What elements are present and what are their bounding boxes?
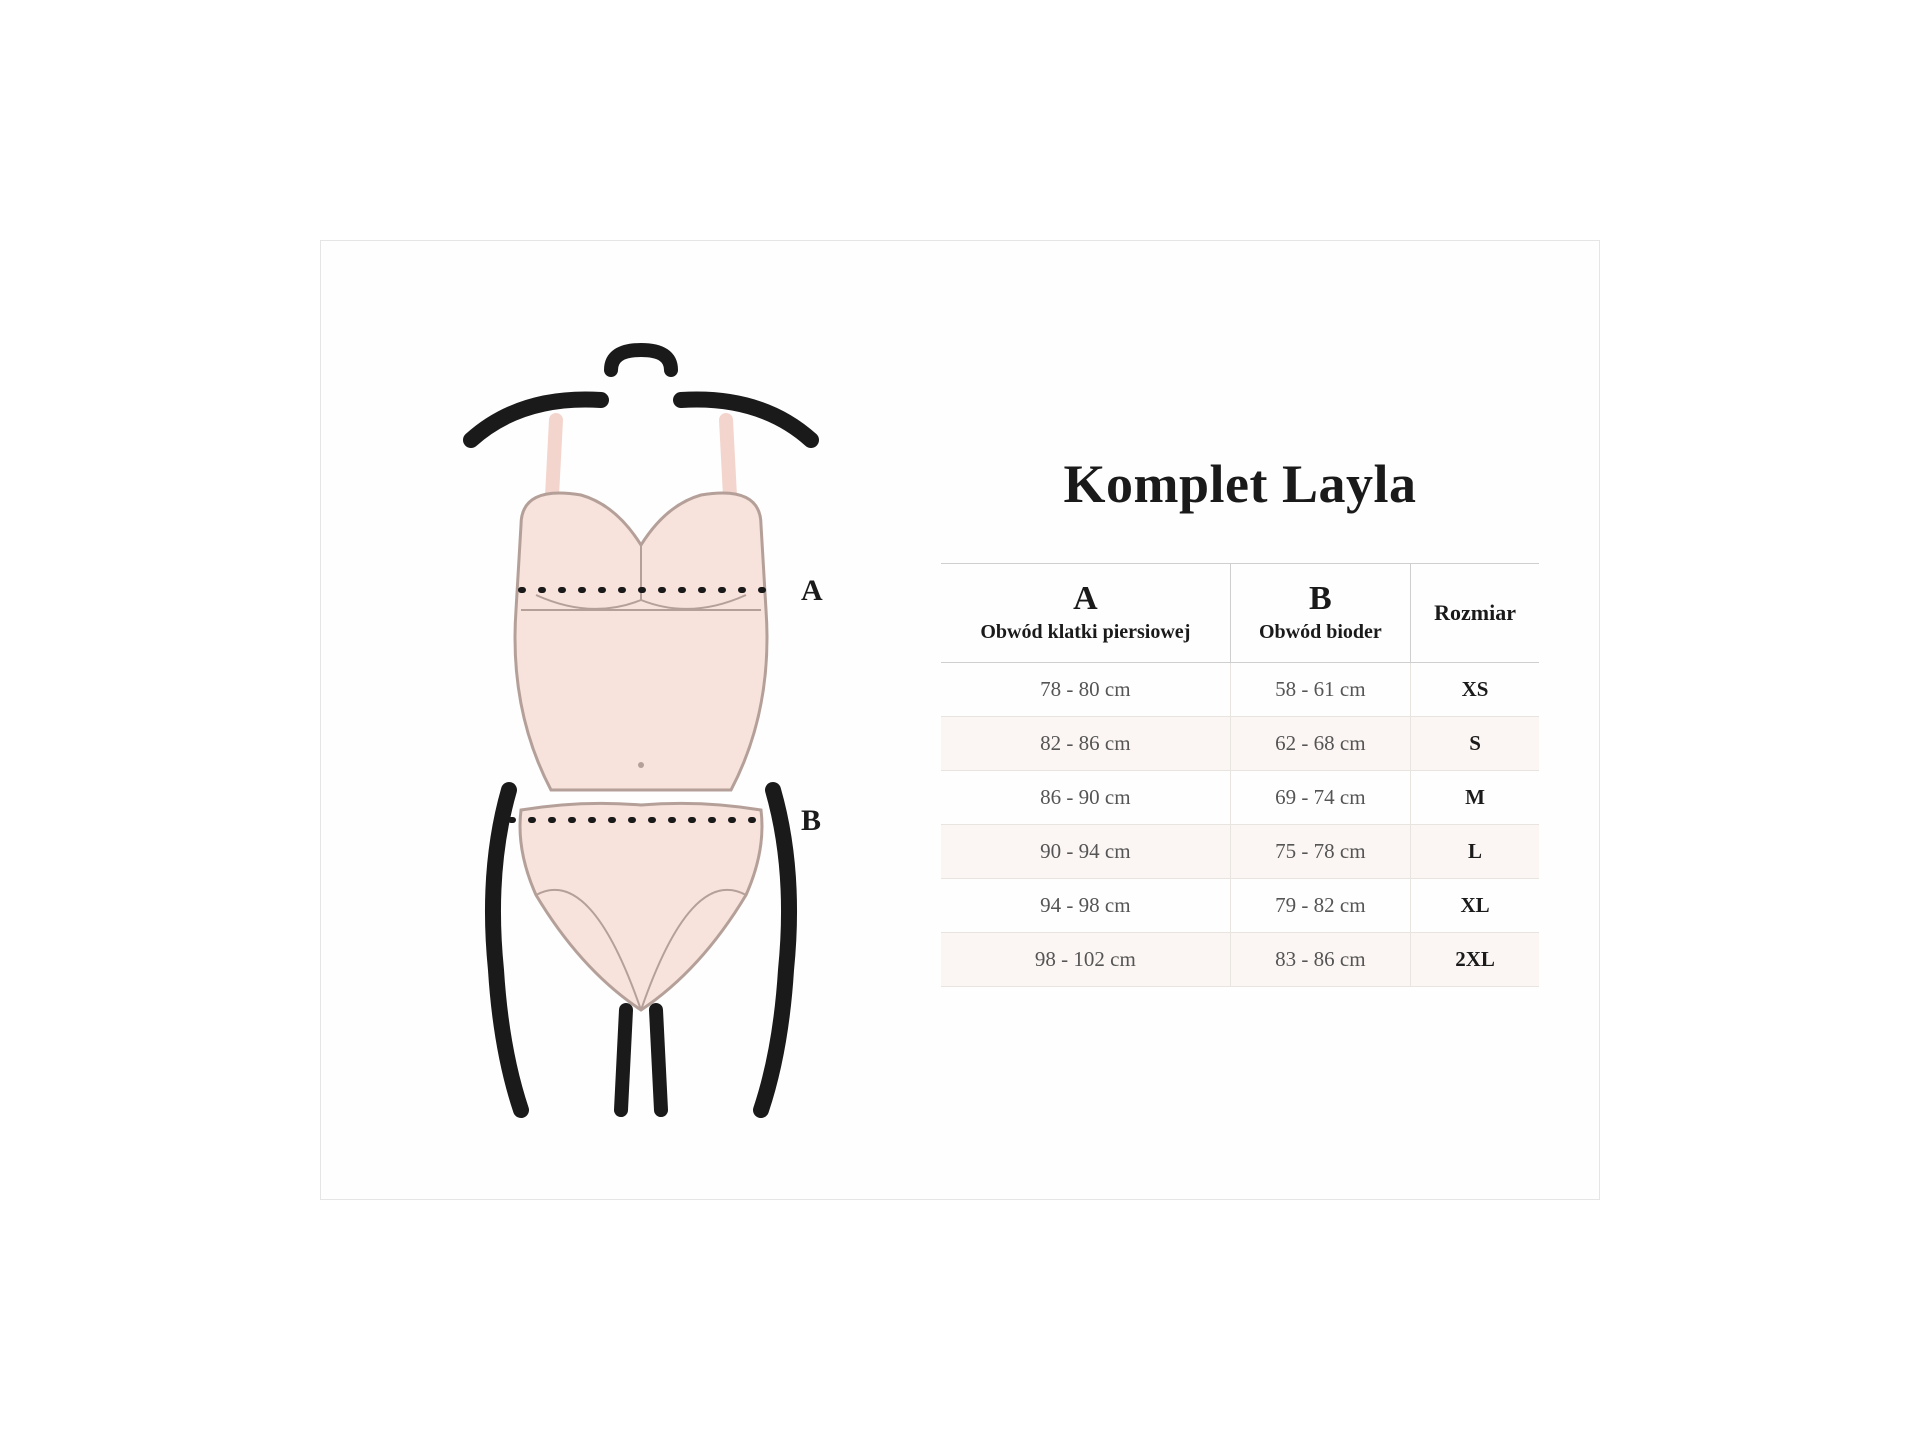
cell-a: 78 - 80 cm: [941, 663, 1230, 717]
mannequin-svg: A B: [401, 310, 881, 1130]
product-title: Komplet Layla: [941, 453, 1539, 515]
cell-size: XS: [1411, 663, 1539, 717]
cell-a: 86 - 90 cm: [941, 771, 1230, 825]
cell-b: 58 - 61 cm: [1230, 663, 1410, 717]
cell-a: 98 - 102 cm: [941, 933, 1230, 987]
body-diagram: A B: [381, 310, 901, 1130]
header-a-sub: Obwód klatki piersiowej: [951, 620, 1220, 644]
table-row: 98 - 102 cm83 - 86 cm2XL: [941, 933, 1539, 987]
table-row: 82 - 86 cm62 - 68 cmS: [941, 717, 1539, 771]
size-table: A Obwód klatki piersiowej B Obwód bioder…: [941, 563, 1539, 987]
cell-size: XL: [1411, 879, 1539, 933]
table-row: 86 - 90 cm69 - 74 cmM: [941, 771, 1539, 825]
header-col-b: B Obwód bioder: [1230, 564, 1410, 663]
cell-size: 2XL: [1411, 933, 1539, 987]
cell-size: M: [1411, 771, 1539, 825]
cell-a: 90 - 94 cm: [941, 825, 1230, 879]
table-row: 78 - 80 cm58 - 61 cmXS: [941, 663, 1539, 717]
header-a-big: A: [951, 582, 1220, 616]
cell-a: 94 - 98 cm: [941, 879, 1230, 933]
size-table-section: Komplet Layla A Obwód klatki piersiowej …: [901, 453, 1539, 987]
marker-a: A: [801, 574, 823, 607]
size-chart-card: A B Komplet Layla A Obwód klatki piersio…: [320, 240, 1600, 1200]
cell-a: 82 - 86 cm: [941, 717, 1230, 771]
cell-b: 62 - 68 cm: [1230, 717, 1410, 771]
table-row: 90 - 94 cm75 - 78 cmL: [941, 825, 1539, 879]
cell-b: 69 - 74 cm: [1230, 771, 1410, 825]
cell-b: 83 - 86 cm: [1230, 933, 1410, 987]
cell-b: 79 - 82 cm: [1230, 879, 1410, 933]
table-row: 94 - 98 cm79 - 82 cmXL: [941, 879, 1539, 933]
header-col-a: A Obwód klatki piersiowej: [941, 564, 1230, 663]
cell-size: L: [1411, 825, 1539, 879]
marker-b: B: [801, 804, 821, 837]
table-header-row: A Obwód klatki piersiowej B Obwód bioder…: [941, 564, 1539, 663]
cell-b: 75 - 78 cm: [1230, 825, 1410, 879]
header-b-big: B: [1241, 582, 1400, 616]
header-col-size: Rozmiar: [1411, 564, 1539, 663]
header-b-sub: Obwód bioder: [1241, 620, 1400, 644]
cell-size: S: [1411, 717, 1539, 771]
